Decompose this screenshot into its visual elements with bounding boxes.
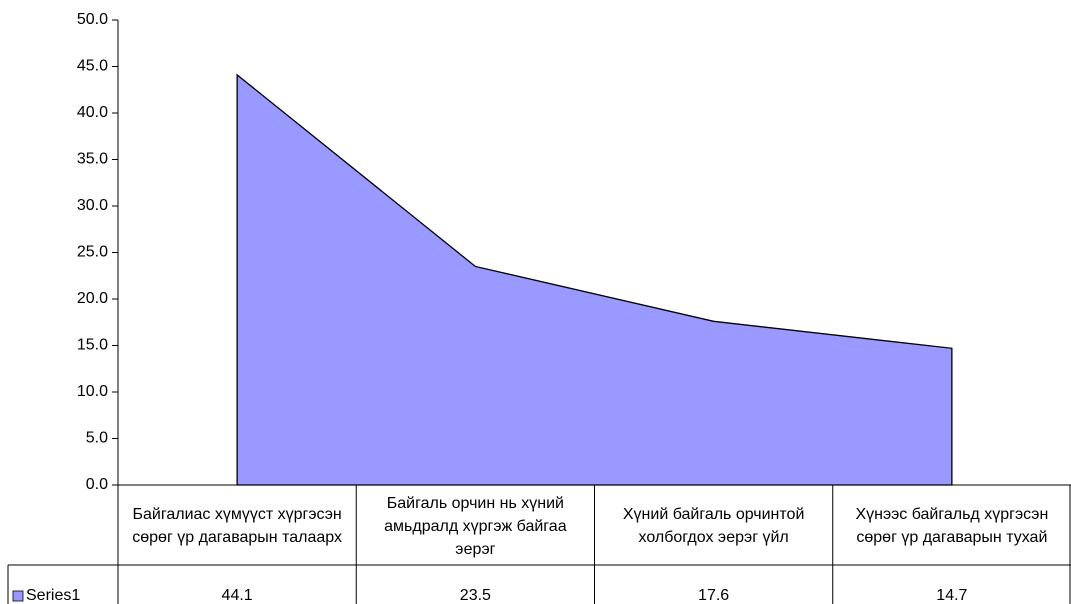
y-tick-label: 15.0 <box>77 337 108 354</box>
data-table-value: 23.5 <box>460 587 491 604</box>
y-tick-label: 5.0 <box>86 430 108 447</box>
x-tick-label: Байгалиас хүмүүст хүргэсэн сөрөг үр дага… <box>132 506 342 546</box>
area <box>236 73 953 486</box>
y-tick-label: 30.0 <box>77 197 108 214</box>
y-tick-label: 45.0 <box>77 58 108 75</box>
x-tick-label: Хүнээс байгальд хүргэсэн сөрөг үр дагава… <box>855 506 1049 546</box>
x-tick-label: Хүний байгаль орчинтой холбогдох эерэг ү… <box>622 506 805 546</box>
y-tick-label: 35.0 <box>77 151 108 168</box>
legend-key <box>12 590 24 602</box>
data-table-value: 44.1 <box>222 587 253 604</box>
y-tick-label: 10.0 <box>77 383 108 400</box>
data-table-value: 17.6 <box>698 587 729 604</box>
y-tick-label: 50.0 <box>77 11 108 28</box>
y-tick-label: 20.0 <box>77 290 108 307</box>
y-tick-label: 40.0 <box>77 104 108 121</box>
y-tick-label: 25.0 <box>77 244 108 261</box>
x-tick-label: Байгаль орчин нь хүний амьдралд хүргэж б… <box>384 494 567 558</box>
y-tick-label: 0.0 <box>86 476 108 493</box>
data-table-value: 14.7 <box>936 587 967 604</box>
legend-label: Series1 <box>26 587 80 604</box>
